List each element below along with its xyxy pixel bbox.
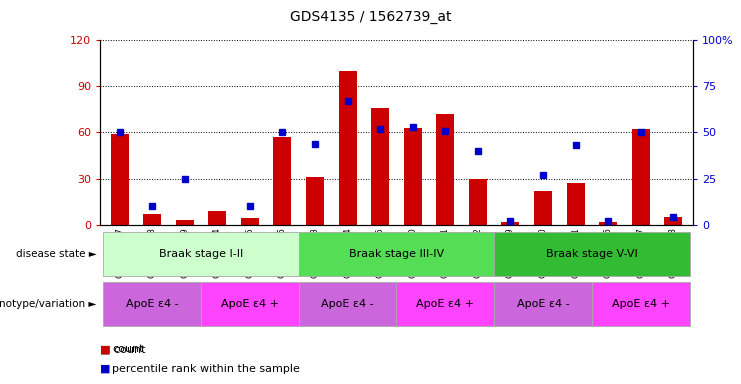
Bar [143,214,161,225]
Bar [299,232,494,276]
Bar [103,282,201,326]
Bar [176,220,193,225]
Text: Braak stage III-IV: Braak stage III-IV [349,249,444,260]
Bar [396,282,494,326]
Text: count: count [112,344,144,354]
Text: Braak stage I-II: Braak stage I-II [159,249,243,260]
Text: ApoE ε4 +: ApoE ε4 + [612,299,670,310]
Text: genotype/variation ►: genotype/variation ► [0,299,96,310]
Bar [592,282,690,326]
Text: ApoE ε4 +: ApoE ε4 + [416,299,474,310]
Text: ■ count: ■ count [100,344,145,354]
Text: ■: ■ [100,344,110,354]
Text: ApoE ε4 +: ApoE ε4 + [221,299,279,310]
Bar [299,282,396,326]
Bar [534,191,552,225]
Text: ApoE ε4 -: ApoE ε4 - [516,299,569,310]
Text: ApoE ε4 -: ApoE ε4 - [126,299,179,310]
Bar [436,114,454,225]
Bar [371,108,389,225]
Bar [469,179,487,225]
Bar [632,129,650,225]
Bar [404,128,422,225]
Bar [306,177,324,225]
Bar [273,137,291,225]
Text: GDS4135 / 1562739_at: GDS4135 / 1562739_at [290,10,451,23]
Text: percentile rank within the sample: percentile rank within the sample [112,364,300,374]
Bar [339,71,356,225]
Bar [567,183,585,225]
Bar [494,232,690,276]
Bar [208,211,226,225]
Text: Braak stage V-VI: Braak stage V-VI [546,249,638,260]
Bar [502,222,519,225]
Bar [241,218,259,225]
Bar [201,282,299,326]
Text: disease state ►: disease state ► [16,249,96,260]
Text: ApoE ε4 -: ApoE ε4 - [322,299,374,310]
Bar [103,232,299,276]
Text: ■: ■ [100,364,110,374]
Bar [665,217,682,225]
Bar [110,134,128,225]
Bar [494,282,592,326]
Bar [599,222,617,225]
